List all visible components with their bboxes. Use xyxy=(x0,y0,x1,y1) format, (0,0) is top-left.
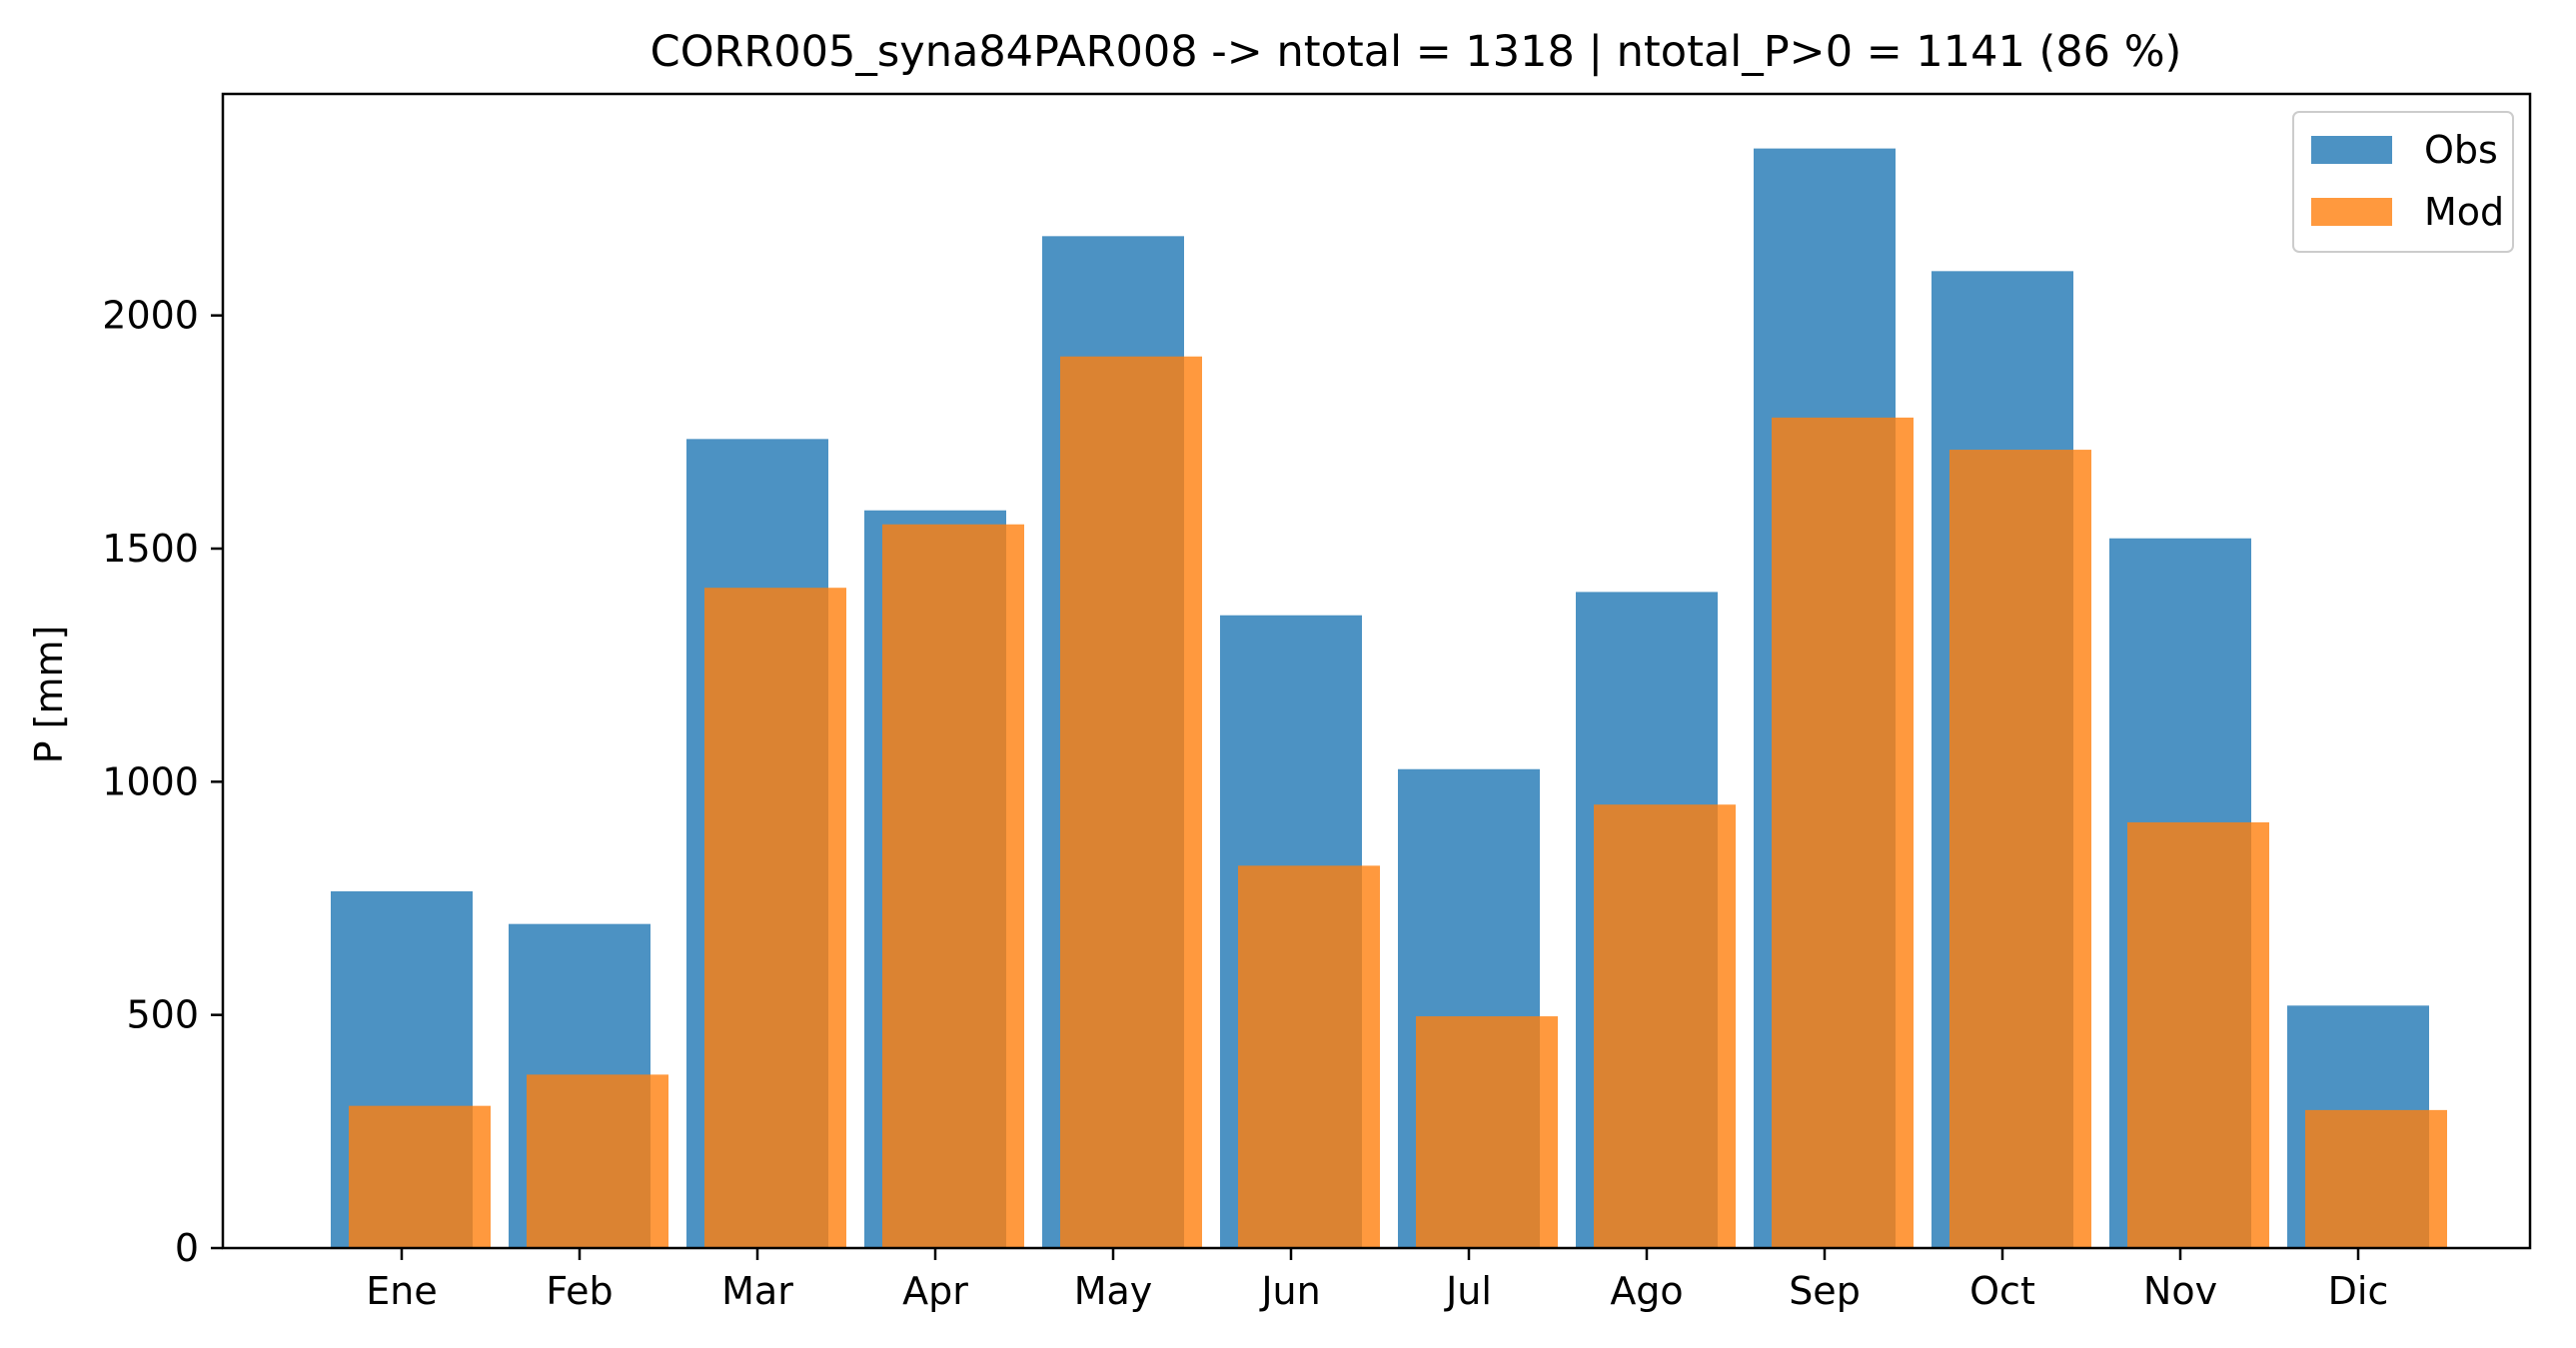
chart-title: CORR005_syna84PAR008 -> ntotal = 1318 | … xyxy=(650,27,2182,77)
y-tick-label-1000: 1000 xyxy=(102,759,199,803)
bar-mod-apr xyxy=(882,524,1024,1248)
legend-label-obs: Obs xyxy=(2424,128,2498,172)
legend: Obs Mod xyxy=(2292,111,2514,253)
bar-mod-may xyxy=(1060,356,1202,1248)
bar-mod-sep xyxy=(1772,417,1914,1248)
x-tick-label-jul: Jul xyxy=(1444,1269,1492,1313)
x-tick-label-apr: Apr xyxy=(902,1269,968,1313)
y-tick-label-2000: 2000 xyxy=(102,294,199,338)
x-tick-label-sep: Sep xyxy=(1789,1269,1861,1313)
x-tick-label-nov: Nov xyxy=(2143,1269,2217,1313)
bar-mod-mar xyxy=(704,588,846,1248)
bar-mod-nov xyxy=(2127,821,2269,1248)
legend-swatch-mod xyxy=(2311,198,2392,226)
x-tick-label-ene: Ene xyxy=(366,1269,437,1313)
bar-mod-oct xyxy=(1949,450,2091,1249)
bar-mod-ene xyxy=(349,1105,491,1248)
plot-frame xyxy=(221,92,2532,1250)
ticks-layer: Ene Feb Mar Apr May Jun Jul Ago Sep Oct Nov Dic 0 500… xyxy=(102,294,2388,1313)
x-tick-label-may: May xyxy=(1074,1269,1153,1313)
legend-swatch-obs xyxy=(2311,136,2392,164)
bar-mod-ago xyxy=(1594,804,1736,1248)
y-tick-label-0: 0 xyxy=(175,1226,199,1270)
bars-layer xyxy=(331,148,2447,1249)
x-tick-label-jun: Jun xyxy=(1259,1269,1320,1313)
x-tick-label-feb: Feb xyxy=(546,1269,613,1313)
y-axis-label: P [mm] xyxy=(27,626,71,764)
x-tick-label-mar: Mar xyxy=(721,1269,793,1313)
x-tick-label-ago: Ago xyxy=(1610,1269,1683,1313)
y-tick-label-500: 500 xyxy=(126,993,199,1037)
bar-mod-dic xyxy=(2305,1109,2447,1248)
bar-mod-jun xyxy=(1238,865,1380,1248)
bar-mod-feb xyxy=(527,1074,668,1248)
x-tick-label-dic: Dic xyxy=(2328,1269,2389,1313)
bar-mod-jul xyxy=(1416,1016,1558,1248)
y-tick-label-1500: 1500 xyxy=(102,527,199,571)
legend-label-mod: Mod xyxy=(2424,190,2504,234)
x-tick-label-oct: Oct xyxy=(1969,1269,2035,1313)
